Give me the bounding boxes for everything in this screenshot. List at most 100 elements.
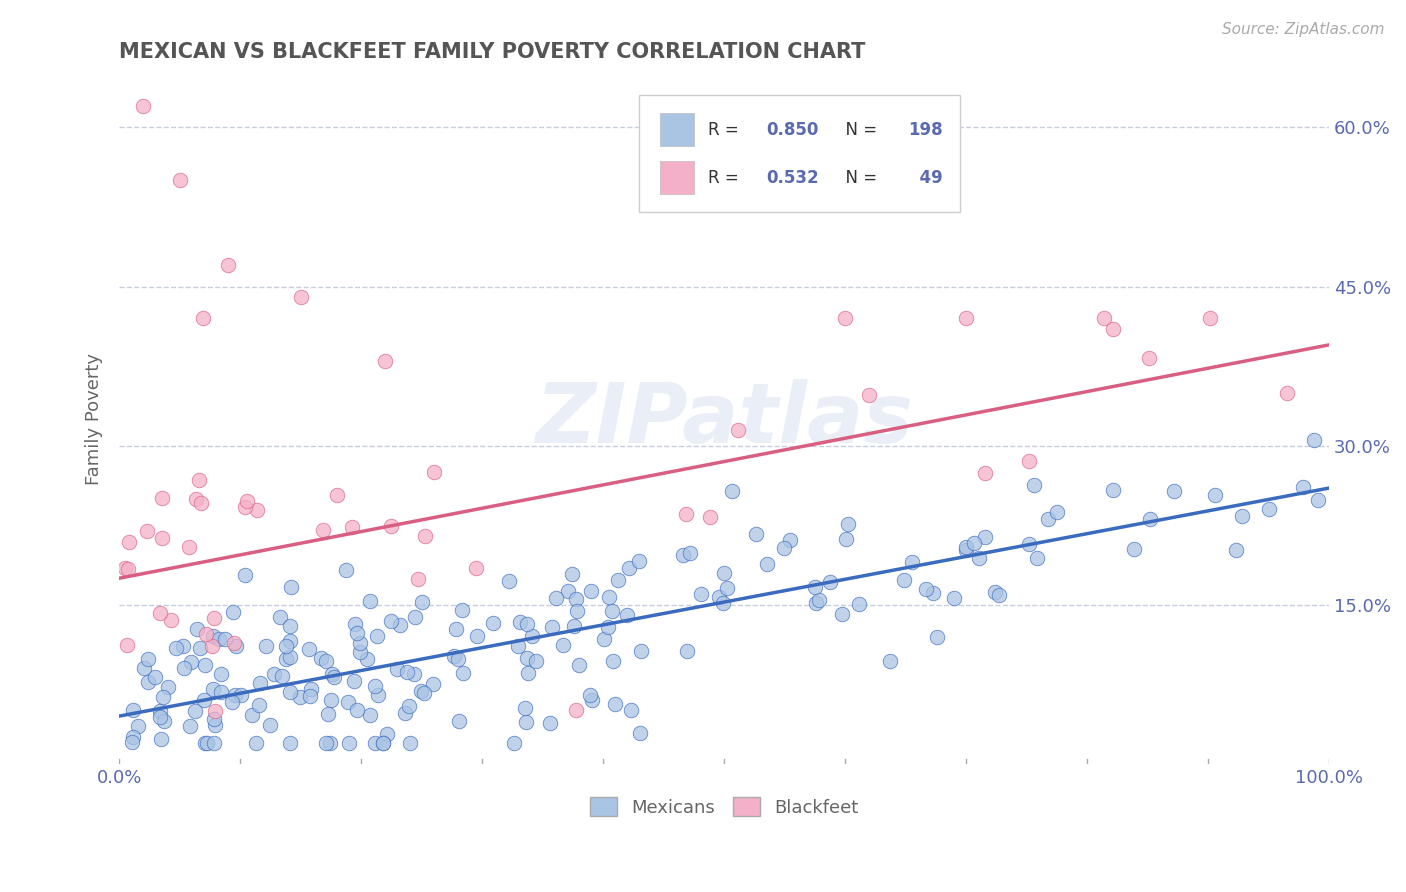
- Point: [336, 695, 359, 709]
- Point: [699, 510, 721, 524]
- Point: [148, 710, 170, 724]
- Point: [568, 657, 591, 672]
- Point: [245, 503, 267, 517]
- Point: [506, 639, 529, 653]
- Point: [509, 615, 531, 629]
- Point: [709, 590, 731, 604]
- Point: [447, 714, 470, 729]
- Point: [374, 353, 396, 368]
- Point: [412, 686, 434, 700]
- Point: [482, 615, 505, 630]
- Point: [290, 290, 312, 304]
- Point: [1102, 322, 1125, 336]
- Point: [366, 629, 388, 643]
- Point: [465, 561, 488, 575]
- Text: 0.850: 0.850: [766, 120, 818, 138]
- Point: [600, 604, 623, 618]
- Point: [197, 736, 219, 750]
- Point: [335, 563, 357, 577]
- Point: [603, 697, 626, 711]
- FancyBboxPatch shape: [659, 161, 695, 194]
- Text: N =: N =: [835, 169, 883, 186]
- Point: [955, 311, 977, 326]
- Point: [1292, 480, 1315, 494]
- Point: [808, 593, 831, 607]
- Point: [221, 605, 243, 619]
- Point: [398, 736, 420, 750]
- Point: [263, 667, 285, 681]
- Point: [321, 667, 343, 681]
- Point: [581, 583, 603, 598]
- Point: [672, 549, 695, 563]
- Point: [364, 736, 387, 750]
- Point: [245, 736, 267, 750]
- Point: [188, 640, 211, 655]
- Point: [1303, 433, 1326, 447]
- Point: [221, 695, 243, 709]
- Point: [689, 587, 711, 601]
- Point: [359, 707, 381, 722]
- Point: [259, 717, 281, 731]
- Point: [299, 682, 322, 697]
- Point: [173, 661, 195, 675]
- Point: [679, 546, 702, 560]
- Point: [150, 491, 173, 505]
- Point: [280, 650, 302, 665]
- Point: [628, 726, 651, 740]
- Point: [598, 590, 620, 604]
- Point: [579, 688, 602, 702]
- Point: [513, 701, 536, 715]
- Point: [118, 534, 141, 549]
- Point: [858, 388, 880, 402]
- Point: [240, 708, 263, 723]
- Point: [274, 651, 297, 665]
- Point: [516, 651, 538, 665]
- Point: [156, 680, 179, 694]
- Point: [565, 592, 588, 607]
- Point: [413, 529, 436, 543]
- Point: [516, 617, 538, 632]
- Point: [346, 703, 368, 717]
- Point: [169, 173, 191, 187]
- Point: [222, 636, 245, 650]
- Point: [406, 572, 429, 586]
- Point: [326, 488, 349, 502]
- Point: [367, 688, 389, 702]
- Point: [150, 731, 173, 746]
- Point: [114, 560, 136, 574]
- Point: [288, 690, 311, 705]
- Point: [716, 582, 738, 596]
- Point: [165, 641, 187, 656]
- Point: [319, 736, 342, 750]
- Point: [193, 693, 215, 707]
- Point: [524, 654, 547, 668]
- Point: [772, 541, 794, 555]
- Point: [901, 555, 924, 569]
- FancyBboxPatch shape: [640, 95, 960, 212]
- Point: [447, 652, 470, 666]
- Point: [974, 467, 997, 481]
- Y-axis label: Family Poverty: Family Poverty: [86, 353, 103, 485]
- Point: [955, 540, 977, 554]
- Point: [1046, 505, 1069, 519]
- Point: [309, 651, 332, 665]
- Point: [225, 639, 247, 653]
- Point: [323, 670, 346, 684]
- Point: [1204, 488, 1226, 502]
- Point: [191, 311, 214, 326]
- Point: [616, 607, 638, 622]
- Point: [1198, 311, 1220, 326]
- Point: [202, 611, 225, 625]
- Point: [117, 562, 139, 576]
- Point: [321, 693, 343, 707]
- Point: [498, 574, 520, 589]
- Point: [337, 736, 360, 750]
- Point: [201, 639, 224, 653]
- Point: [628, 553, 651, 567]
- Text: 198: 198: [908, 120, 942, 138]
- Point: [557, 584, 579, 599]
- Point: [274, 639, 297, 653]
- Point: [517, 665, 540, 680]
- Point: [312, 523, 335, 537]
- Point: [607, 573, 630, 587]
